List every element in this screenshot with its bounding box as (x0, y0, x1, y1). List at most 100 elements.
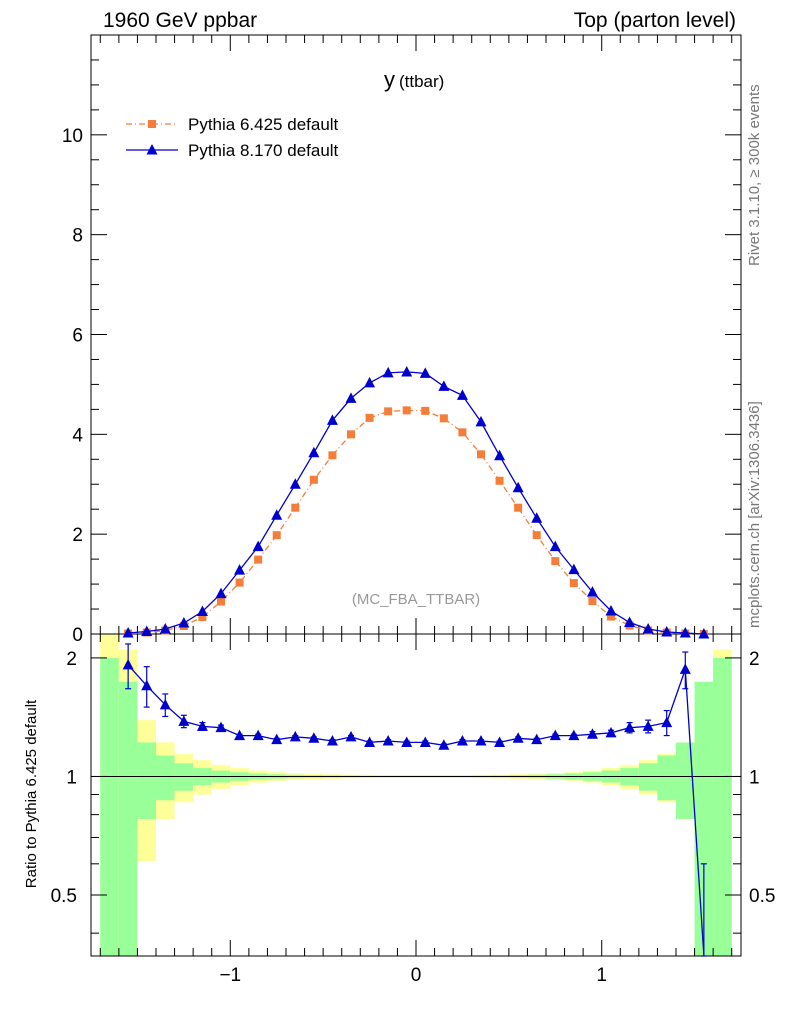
series-2-point (252, 540, 264, 552)
ratio-band-green (638, 763, 658, 791)
ratio-point (215, 721, 227, 733)
ratio-band-green (174, 763, 194, 791)
series-1-point (309, 475, 318, 484)
ratio-frame: −1 0 1 0.5 0.5 1 1 2 2 (51, 633, 775, 986)
series-2-point (401, 365, 413, 377)
series-2-point (698, 628, 710, 639)
series-1-point (235, 578, 244, 587)
main-y-tick-label: 0 (72, 625, 83, 646)
analysis-label: (MC_FBA_TTBAR) (352, 591, 480, 608)
ratio-y-tick-label-right: 2 (749, 649, 760, 670)
ratio-y-tick-label-right: 0.5 (749, 886, 775, 907)
ratio-line (127, 664, 705, 957)
series-2-point (679, 627, 691, 638)
labels-layer: y (ttbar) (MC_FBA_TTBAR) Pythia 6.425 de… (23, 67, 480, 888)
series-2-point (289, 478, 301, 489)
series-1-point (458, 428, 467, 437)
ratio-point (345, 730, 357, 742)
series-2-point (122, 627, 134, 638)
series-1-point (421, 406, 430, 415)
ratio-y-tick-label-right: 1 (749, 767, 760, 788)
series-2-point (196, 605, 208, 617)
series-2-point (549, 540, 561, 552)
series-2-point (605, 605, 617, 616)
ratio-band-green (657, 755, 676, 801)
ratio-y-tick-label: 2 (66, 649, 77, 670)
ratio-point (364, 736, 376, 747)
chart-title-sub: (ttbar) (399, 72, 444, 91)
chart-title-main: y (384, 67, 395, 92)
series-1-point (569, 579, 578, 588)
series-2-point (642, 623, 654, 634)
ratio-point (624, 721, 636, 733)
main-y-tick-label: 6 (72, 326, 83, 347)
ratio-band-green (156, 755, 175, 801)
ratio-point (679, 663, 691, 674)
series-2-point (271, 509, 283, 520)
ratio-point (549, 729, 561, 741)
series-2-point (382, 366, 394, 378)
series-2-point (586, 586, 598, 597)
series-2-point (419, 367, 431, 378)
header-right: Top (parton level) (573, 9, 736, 32)
series-2-point (215, 587, 227, 599)
series-1-point (217, 597, 225, 606)
ratio-band-green (137, 742, 156, 819)
ratio-point (642, 720, 654, 731)
main-y-tick-label: 10 (62, 126, 83, 147)
series-1-point (551, 557, 560, 566)
series-1-point (365, 413, 374, 422)
ratio-point (456, 735, 468, 746)
series-line-2 (128, 371, 704, 635)
series-2-point (568, 563, 580, 575)
header-left: 1960 GeV ppbar (103, 9, 258, 32)
legend-label-series-2: Pythia 8.170 default (188, 141, 339, 160)
series-2-point (438, 380, 450, 391)
series-2-point (308, 446, 320, 458)
ratio-point (586, 728, 598, 739)
ratio-y-tick-label: 0.5 (51, 886, 77, 907)
main-y-tick-label: 8 (72, 226, 83, 247)
ratio-point (438, 739, 450, 750)
ratio-point (196, 720, 208, 731)
ratio-point (252, 729, 264, 741)
ratio-ylabel: Ratio to Pythia 6.425 default (23, 699, 40, 888)
ratio-point (475, 735, 487, 746)
series-2-point (624, 616, 636, 628)
ratio-point (568, 729, 580, 741)
main-y-tick-label: 4 (72, 425, 83, 446)
x-tick-label: 1 (596, 965, 607, 986)
legend-marker-series-2 (146, 144, 158, 155)
ratio-point (289, 730, 301, 742)
series-1-point (272, 531, 281, 540)
ratio-bands (100, 634, 732, 956)
series-1-point (514, 503, 523, 512)
series-2-point (531, 512, 543, 523)
ratio-band-green (100, 657, 119, 956)
series-1-point (477, 450, 485, 459)
series-1-point (291, 503, 300, 512)
ratio-band-green (713, 657, 732, 956)
series-1-point (347, 430, 355, 439)
ratio-point (661, 716, 673, 728)
series-2-point (141, 625, 153, 637)
ratio-point (159, 698, 171, 710)
ratio-point (178, 715, 190, 726)
x-tick-label: −1 (219, 965, 241, 986)
ratio-point (401, 736, 413, 747)
series-2-point (326, 414, 338, 425)
series-2-point (234, 564, 246, 575)
series-1-point (607, 612, 615, 621)
ratio-point (531, 733, 543, 745)
series-2-point (364, 376, 376, 388)
series-layer (122, 120, 710, 639)
series-1-point (439, 414, 448, 423)
ratio-point (141, 679, 153, 691)
series-2-point (345, 392, 357, 403)
main-frame: 0 2 4 6 8 10 (62, 34, 742, 646)
series-1-point (384, 407, 393, 416)
series-1-point (198, 613, 207, 622)
ratio-y-tick-label: 1 (66, 767, 77, 788)
ratio-point (605, 726, 617, 738)
